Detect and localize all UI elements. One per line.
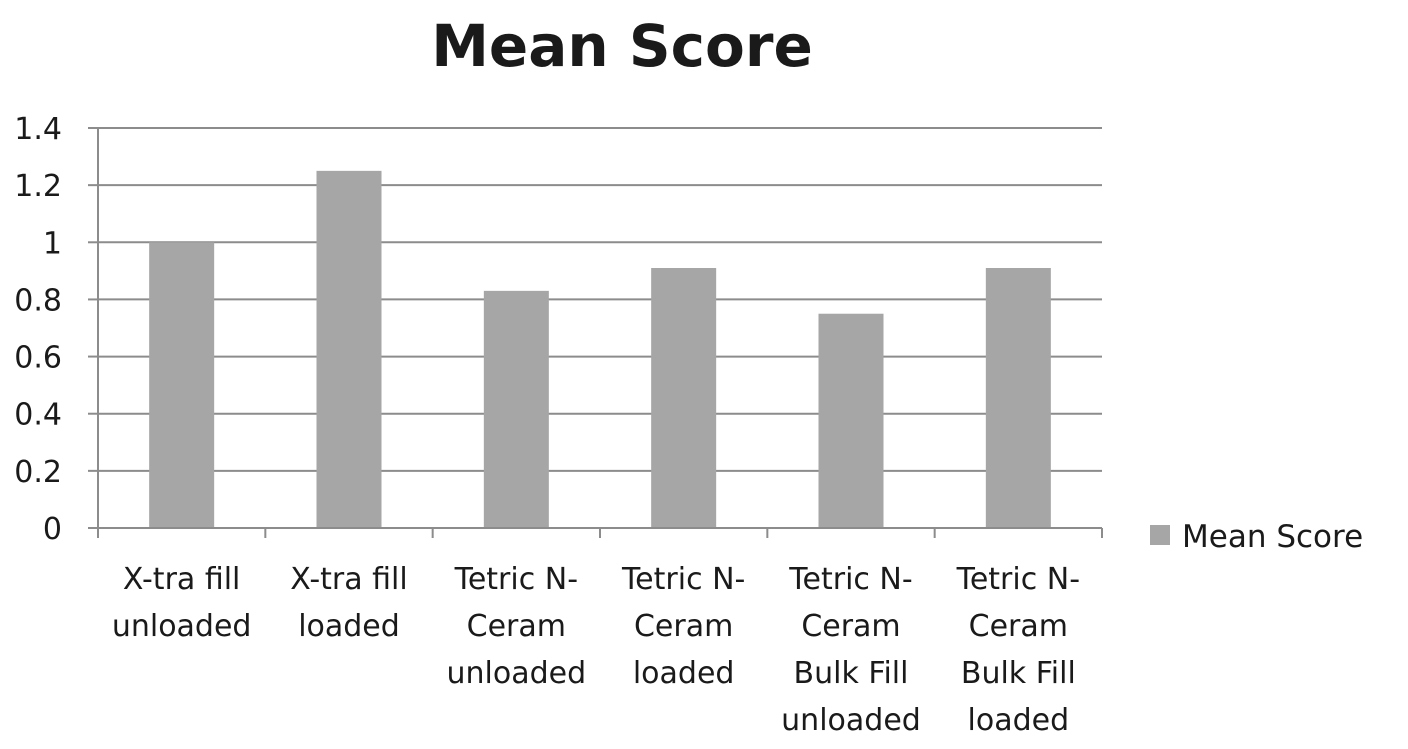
bar bbox=[818, 313, 884, 528]
x-category-label-line: unloaded bbox=[447, 656, 587, 691]
bar bbox=[316, 170, 382, 528]
y-tick-label: 0.4 bbox=[14, 398, 62, 433]
x-category-label: Tetric N- Ceram Bulk Fill loaded bbox=[956, 562, 1080, 738]
x-category-label-line: Ceram bbox=[801, 609, 900, 644]
bar bbox=[483, 290, 549, 528]
x-category-label: X-tra fill unloaded bbox=[112, 562, 252, 644]
bar bbox=[985, 268, 1051, 528]
y-tick-label: 0.2 bbox=[14, 455, 62, 490]
x-category-label-line: unloaded bbox=[112, 609, 252, 644]
x-category-label: Tetric N- Ceram Bulk Fill unloaded bbox=[781, 562, 921, 738]
x-category-label-line: Ceram bbox=[467, 609, 566, 644]
x-category-label: Tetric N- Ceram unloaded bbox=[447, 562, 587, 691]
x-category-label-line: loaded bbox=[633, 656, 735, 691]
y-tick-label: 0 bbox=[43, 512, 62, 547]
bars bbox=[149, 170, 1051, 529]
x-category-label-line: Tetric N- bbox=[454, 562, 578, 597]
y-tick-label: 0.6 bbox=[14, 341, 62, 376]
x-category-label-line: unloaded bbox=[781, 703, 921, 738]
chart-title: Mean Score bbox=[431, 12, 813, 80]
x-axis bbox=[97, 527, 1103, 538]
bar bbox=[651, 268, 717, 528]
bar bbox=[149, 242, 215, 529]
y-tick-label: 1.4 bbox=[14, 112, 62, 147]
x-category-label: Tetric N- Ceram loaded bbox=[621, 562, 745, 691]
x-category-label-line: loaded bbox=[298, 609, 400, 644]
y-tick-label: 1 bbox=[43, 226, 62, 261]
x-category-label-line: Bulk Fill bbox=[961, 656, 1076, 691]
gridlines bbox=[88, 127, 1102, 529]
x-category-label-line: Tetric N- bbox=[621, 562, 745, 597]
y-axis-tick-labels: 0 0.2 0.4 0.6 0.8 1 1.2 1.4 bbox=[14, 112, 62, 547]
x-category-label-line: X-tra fill bbox=[290, 562, 407, 597]
x-category-label-line: loaded bbox=[968, 703, 1070, 738]
x-category-label: X-tra fill loaded bbox=[290, 562, 407, 644]
x-category-label-line: Ceram bbox=[969, 609, 1068, 644]
x-category-label-line: Bulk Fill bbox=[794, 656, 909, 691]
x-category-label-line: Tetric N- bbox=[788, 562, 912, 597]
legend: Mean Score bbox=[1150, 519, 1363, 555]
x-category-label-line: X-tra fill bbox=[123, 562, 240, 597]
legend-swatch bbox=[1150, 525, 1170, 545]
x-category-label-line: Tetric N- bbox=[956, 562, 1080, 597]
x-category-label-line: Ceram bbox=[634, 609, 733, 644]
y-tick-label: 0.8 bbox=[14, 283, 62, 318]
y-tick-label: 1.2 bbox=[14, 169, 62, 204]
legend-label: Mean Score bbox=[1182, 519, 1363, 555]
